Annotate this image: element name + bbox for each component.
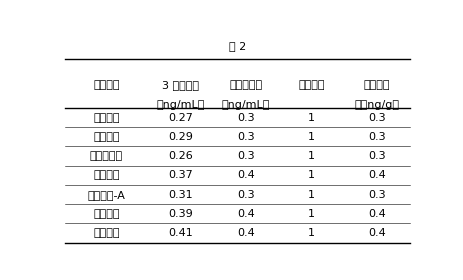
Text: 1: 1 [308,113,315,123]
Text: 0.4: 0.4 [368,170,386,180]
Text: 莱克多巴胺: 莱克多巴胺 [90,151,123,161]
Text: 福莫特罗: 福莫特罗 [93,209,119,219]
Text: 0.4: 0.4 [237,228,255,238]
Text: 1: 1 [308,132,315,142]
Text: 3 倍信噪比: 3 倍信噪比 [162,80,199,90]
Text: 沙丁胺醇: 沙丁胺醇 [93,113,119,123]
Text: （ng/mL）: （ng/mL） [156,100,205,110]
Text: 0.3: 0.3 [368,113,386,123]
Text: 克伦特罗: 克伦特罗 [93,228,119,238]
Text: 苯乙醇胺-A: 苯乙醇胺-A [88,190,125,200]
Text: 0.3: 0.3 [237,190,255,200]
Text: 0.4: 0.4 [237,170,255,180]
Text: 0.41: 0.41 [168,228,193,238]
Text: 0.3: 0.3 [368,132,386,142]
Text: 0.4: 0.4 [237,209,255,219]
Text: 特布他林: 特布他林 [93,132,119,142]
Text: 0.26: 0.26 [168,151,193,161]
Text: 0.4: 0.4 [368,209,386,219]
Text: 0.37: 0.37 [168,170,193,180]
Text: 0.3: 0.3 [237,113,255,123]
Text: 1: 1 [308,190,315,200]
Text: 0.3: 0.3 [368,190,386,200]
Text: 0.29: 0.29 [168,132,193,142]
Text: 0.3: 0.3 [237,151,255,161]
Text: 1: 1 [308,170,315,180]
Text: 组分名称: 组分名称 [93,80,119,90]
Text: 0.27: 0.27 [168,113,193,123]
Text: 1: 1 [308,209,315,219]
Text: 0.31: 0.31 [168,190,193,200]
Text: （ng/mL）: （ng/mL） [222,100,270,110]
Text: 1: 1 [308,151,315,161]
Text: 方法检出: 方法检出 [363,80,390,90]
Text: 稀释倍数: 稀释倍数 [298,80,325,90]
Text: 西马特罗: 西马特罗 [93,170,119,180]
Text: 仪器检出限: 仪器检出限 [229,80,263,90]
Text: 0.39: 0.39 [168,209,193,219]
Text: 表 2: 表 2 [229,41,246,51]
Text: 1: 1 [308,228,315,238]
Text: 0.3: 0.3 [368,151,386,161]
Text: 0.3: 0.3 [237,132,255,142]
Text: 0.4: 0.4 [368,228,386,238]
Text: 限（ng/g）: 限（ng/g） [354,100,399,110]
